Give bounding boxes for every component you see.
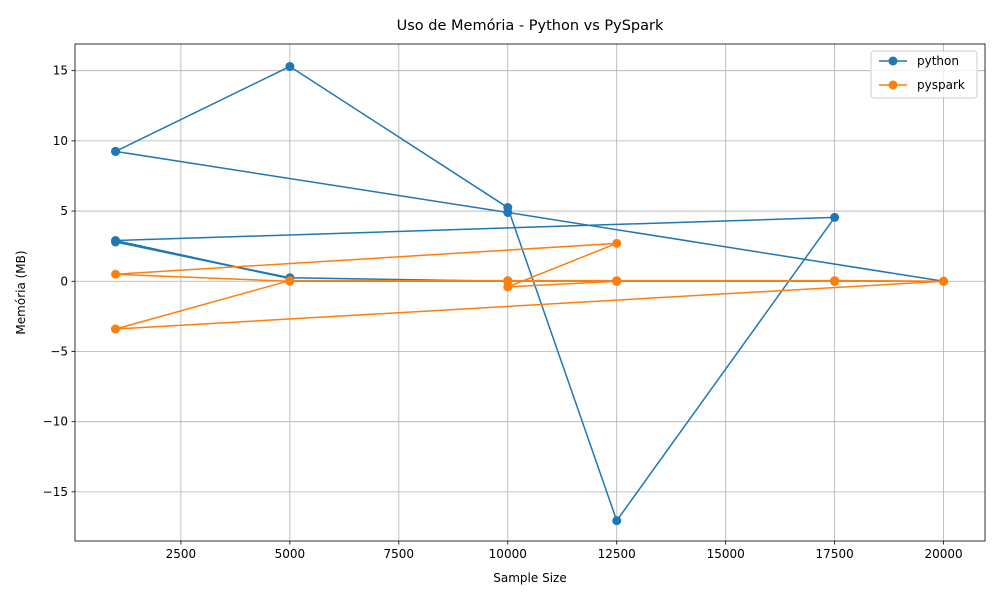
x-tick-label: 12500: [598, 547, 636, 561]
y-axis-label: Memória (MB): [14, 250, 28, 334]
x-axis-label: Sample Size: [493, 571, 566, 585]
data-point-python: [612, 516, 622, 526]
y-tick-label: 5: [60, 204, 68, 218]
x-tick-label: 7500: [384, 547, 415, 561]
y-tick-label: −10: [43, 415, 68, 429]
plot-area-frame: [74, 43, 986, 542]
y-tick-label: 0: [60, 274, 68, 288]
data-point-python: [111, 237, 121, 247]
data-point-python: [285, 61, 295, 71]
series-layer: [111, 61, 949, 526]
data-point-python: [830, 212, 840, 222]
y-tick-label: −5: [50, 344, 68, 358]
legend-marker-python: [888, 56, 898, 66]
legend-box: [870, 50, 978, 99]
data-point-pyspark: [939, 276, 949, 286]
legend: python pyspark: [870, 50, 978, 99]
legend-label-python: python: [917, 54, 959, 68]
legend-label-pyspark: pyspark: [917, 78, 965, 92]
data-point-pyspark: [612, 276, 622, 286]
x-tick-label: 15000: [707, 547, 745, 561]
data-point-python: [503, 207, 513, 217]
y-tick-label: −15: [43, 485, 68, 499]
x-tick-label: 20000: [925, 547, 963, 561]
data-point-pyspark: [111, 269, 121, 279]
data-point-pyspark: [612, 238, 622, 248]
grid: [75, 44, 985, 541]
data-point-pyspark: [285, 276, 295, 286]
tick-layer: 2500 5000 7500 10000 12500 15000 17500 20000 −15…: [43, 64, 963, 561]
data-point-pyspark: [830, 276, 840, 286]
x-tick-label: 17500: [816, 547, 854, 561]
x-tick-label: 5000: [275, 547, 306, 561]
chart-title: Uso de Memória - Python vs PySpark: [397, 18, 664, 34]
x-tick-label: 10000: [489, 547, 527, 561]
series-pyspark: [111, 238, 949, 334]
y-tick-label: 10: [53, 134, 68, 148]
data-point-pyspark: [111, 324, 121, 334]
legend-marker-pyspark: [888, 80, 898, 90]
x-tick-label: 2500: [166, 547, 197, 561]
data-point-pyspark: [503, 276, 513, 286]
data-point-python: [111, 146, 121, 156]
y-tick-label: 15: [53, 64, 68, 78]
